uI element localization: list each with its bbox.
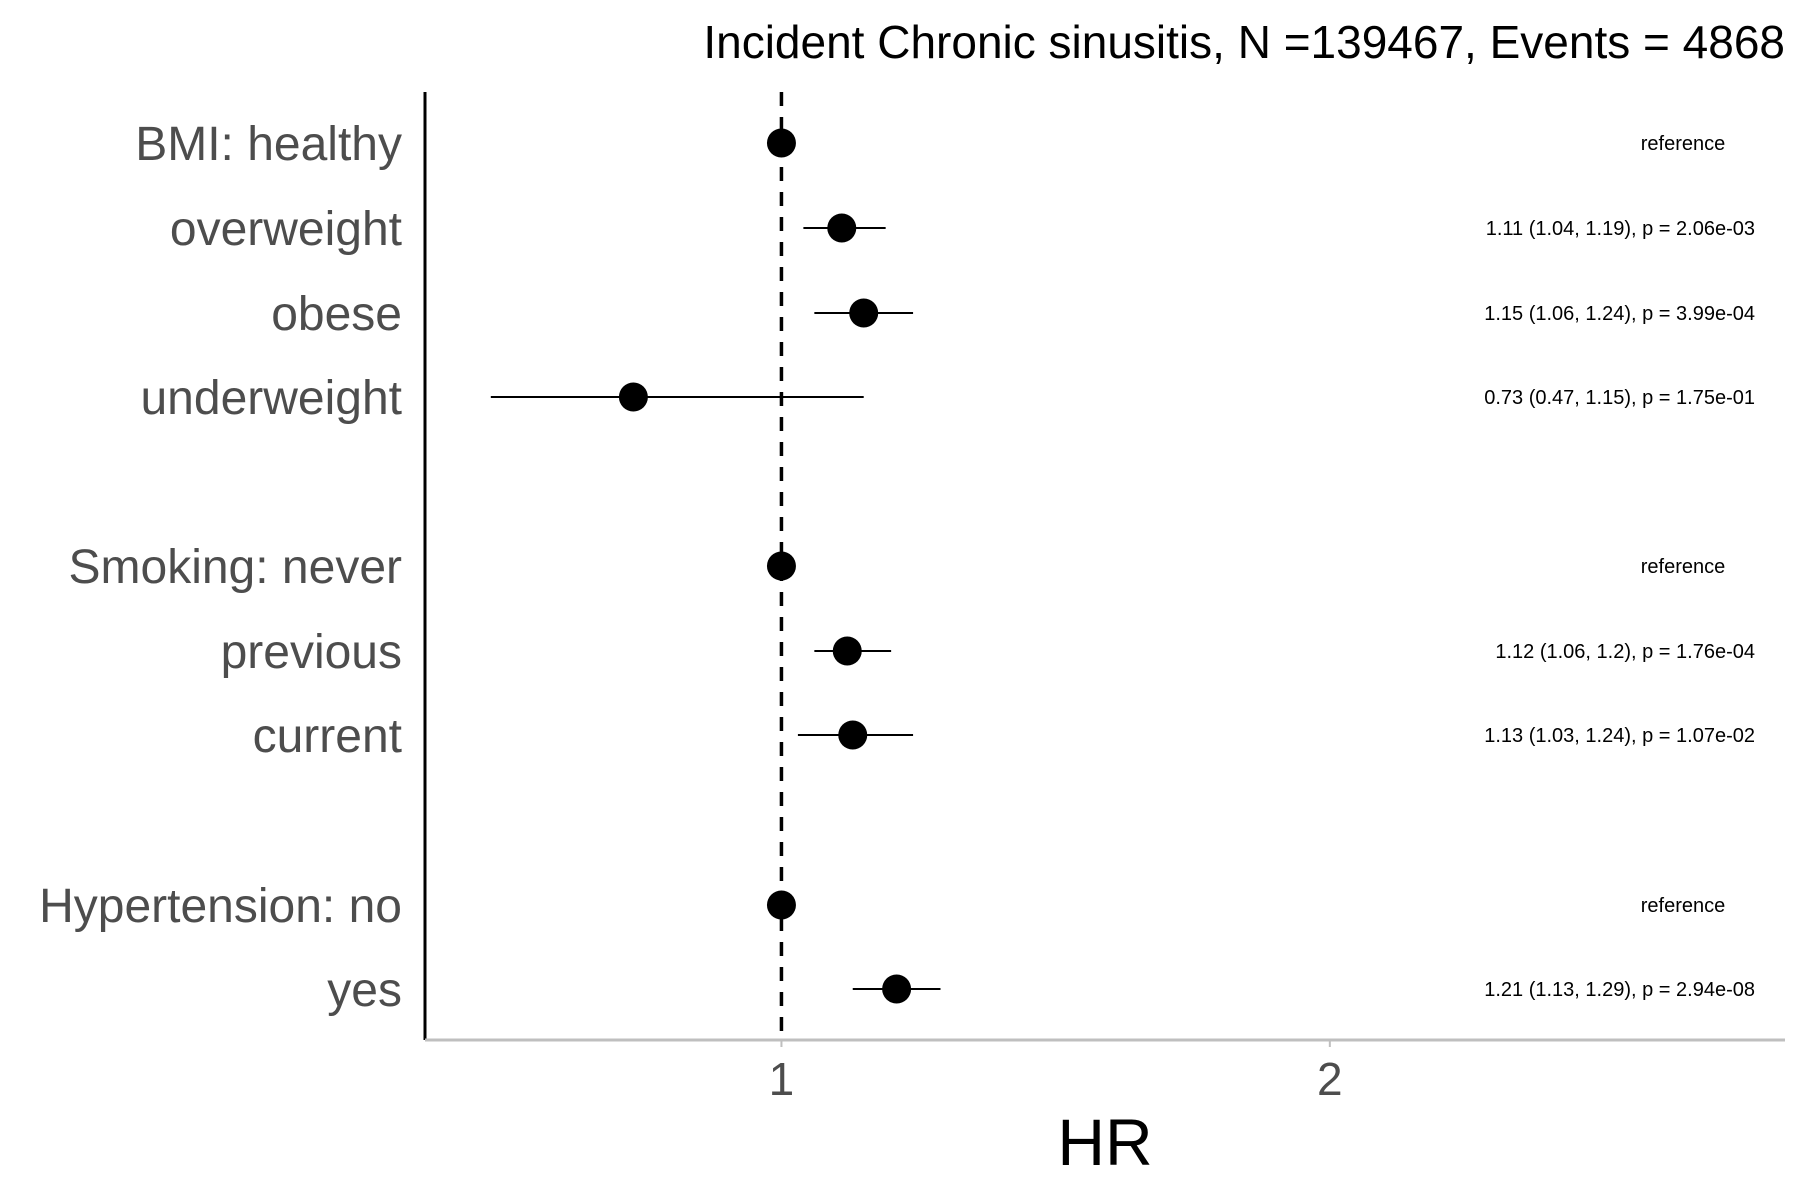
row-label: Hypertension: no <box>39 880 402 933</box>
row-label: previous <box>221 626 402 679</box>
x-tick-label: 1 <box>769 1053 795 1105</box>
row-annotation: 1.13 (1.03, 1.24), p = 1.07e-02 <box>1484 725 1755 747</box>
hr-point <box>766 128 796 158</box>
x-axis-title: HR <box>1057 1105 1152 1179</box>
hr-point <box>849 298 879 328</box>
row-6: current 1.13 (1.03, 1.24), p = 1.07e-02 <box>253 710 1755 763</box>
row-4: Smoking: never reference <box>69 541 1726 594</box>
hr-point <box>618 382 648 412</box>
row-annotation: reference <box>1641 556 1726 578</box>
hr-point <box>827 213 857 243</box>
row-annotation: 1.12 (1.06, 1.2), p = 1.76e-04 <box>1495 641 1755 663</box>
row-0: BMI: healthy reference <box>135 118 1725 171</box>
hr-point <box>766 890 796 920</box>
row-7: Hypertension: no reference <box>39 880 1725 933</box>
row-annotation: 1.15 (1.06, 1.24), p = 3.99e-04 <box>1484 303 1755 325</box>
row-2: obese 1.15 (1.06, 1.24), p = 3.99e-04 <box>271 288 1755 341</box>
row-annotation: 1.11 (1.04, 1.19), p = 2.06e-03 <box>1486 218 1755 240</box>
row-3: underweight 0.73 (0.47, 1.15), p = 1.75e-… <box>140 372 1755 425</box>
chart-title: Incident Chronic sinusitis, N =139467, E… <box>703 16 1785 68</box>
row-label: Smoking: never <box>69 541 403 594</box>
row-annotation: reference <box>1641 133 1726 155</box>
hr-point <box>832 636 862 666</box>
row-8: yes 1.21 (1.13, 1.29), p = 2.94e-08 <box>327 964 1755 1017</box>
row-annotation: 1.21 (1.13, 1.29), p = 2.94e-08 <box>1484 979 1755 1001</box>
rows-layer: BMI: healthy reference overweight 1.11 (1.0… <box>39 118 1755 1017</box>
hr-point <box>766 551 796 581</box>
row-label: yes <box>327 964 402 1017</box>
hr-point <box>838 720 868 750</box>
row-annotation: 0.73 (0.47, 1.15), p = 1.75e-01 <box>1484 387 1755 409</box>
row-label: overweight <box>170 203 402 256</box>
row-label: obese <box>271 288 402 341</box>
row-label: BMI: healthy <box>135 118 402 171</box>
row-label: underweight <box>140 372 402 425</box>
x-tick-label: 2 <box>1317 1053 1343 1105</box>
row-annotation: reference <box>1641 895 1726 917</box>
row-5: previous 1.12 (1.06, 1.2), p = 1.76e-04 <box>221 626 1755 679</box>
row-1: overweight 1.11 (1.04, 1.19), p = 2.06e-0… <box>170 203 1755 256</box>
row-label: current <box>253 710 402 763</box>
hr-point <box>882 974 912 1004</box>
